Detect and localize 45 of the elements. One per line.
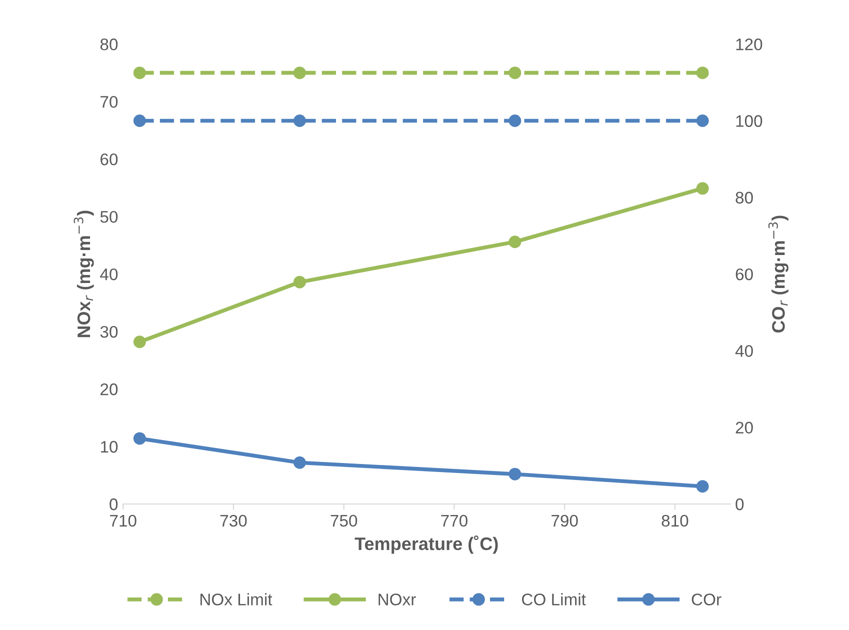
y-tick-label: 70	[100, 96, 118, 108]
x-tick-label: 790	[552, 514, 578, 527]
point	[133, 432, 146, 445]
point	[293, 114, 306, 127]
y-tick-label: 20	[100, 383, 118, 396]
x-axis-title: Temperature (˚C)	[354, 536, 498, 554]
point	[696, 114, 709, 127]
point	[508, 114, 522, 127]
x-tick-label: 770	[441, 514, 468, 527]
y2-tick-label: 80	[736, 192, 753, 204]
point	[293, 276, 306, 288]
y2-tick-label: 100	[736, 115, 762, 127]
point	[508, 236, 522, 248]
legend-label: NOx Limit	[200, 593, 272, 606]
legend-label: CO Limit	[522, 593, 586, 606]
point	[133, 336, 146, 348]
y-tick-label: 40	[100, 268, 118, 280]
point	[293, 66, 306, 80]
legend-label: COr	[692, 594, 722, 606]
y-tick-label: 0	[110, 498, 118, 510]
point	[508, 66, 522, 80]
y-axis-title: NOx$_{r}$ (mg·m$^{−3}$)	[74, 210, 94, 338]
y-tick-label: 50	[100, 210, 118, 223]
y2-tick-label: 60	[736, 268, 753, 280]
point	[133, 66, 146, 80]
point	[696, 480, 709, 493]
point	[508, 468, 522, 480]
point	[293, 456, 306, 469]
x-tick-label: 730	[220, 514, 247, 527]
y2-tick-label: 40	[735, 345, 753, 357]
point	[696, 182, 709, 195]
y-tick-label: 60	[100, 153, 118, 166]
y2-tick-label: 0	[736, 498, 744, 510]
point	[696, 66, 709, 80]
y-tick-label: 80	[100, 38, 118, 50]
legend-label: NOxr	[378, 594, 416, 606]
x-tick-label: 810	[662, 514, 688, 527]
y-tick-label: 10	[100, 440, 118, 453]
x-tick-label: 710	[110, 514, 136, 527]
point	[133, 114, 146, 127]
y2-axis-title: CO$_{r}$ (mg·m$^{−3}$)	[768, 216, 788, 333]
y-tick-label: 30	[100, 326, 118, 338]
y2-tick-label: 20	[736, 422, 753, 434]
x-tick-label: 750	[330, 514, 358, 527]
y2-tick-label: 120	[736, 38, 762, 50]
